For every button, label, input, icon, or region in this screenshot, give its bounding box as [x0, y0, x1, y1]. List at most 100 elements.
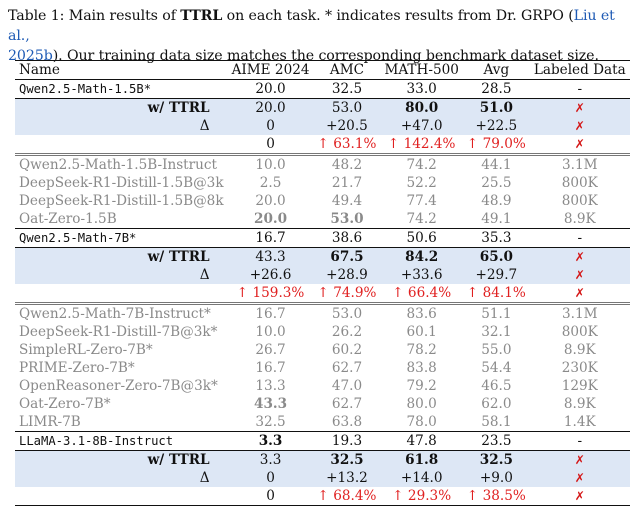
delta-label: Δ [15, 117, 228, 135]
amc-cell: 19.3 [313, 431, 381, 451]
math-cell: 79.2 [406, 378, 437, 394]
math-cell: 74.2 [380, 153, 463, 174]
avg-cell: 55.0 [481, 342, 512, 358]
aime-cell: +26.6 [227, 266, 314, 284]
math-cell: 60.1 [406, 324, 437, 340]
aime-cell: 10.0 [255, 324, 286, 340]
aime-cell: 43.3 [227, 247, 314, 266]
math-cell: ↑ 29.3% [380, 487, 463, 506]
math-cell: +14.0 [380, 469, 463, 487]
amc-cell: 26.2 [331, 324, 363, 340]
avg-cell: 51.1 [462, 302, 530, 323]
labeled-cell: 129K [561, 378, 598, 394]
avg-cell: 23.5 [462, 431, 530, 451]
caption-method: TTRL [180, 8, 223, 24]
table-row: LIMR-7B 32.5 63.8 78.0 58.1 1.4K [15, 413, 630, 432]
math-cell: 52.2 [406, 175, 437, 191]
model-name: PRIME-Zero-7B* [19, 360, 135, 376]
amc-cell: 62.7 [331, 360, 363, 376]
aime-cell: 20.0 [227, 79, 314, 99]
math-cell: 80.0 [406, 396, 437, 412]
table-row: Qwen2.5-Math-7B-Instruct* 16.7 53.0 83.6… [15, 302, 630, 323]
avg-cell: 65.0 [462, 247, 530, 266]
labeled-cell: 8.9K [563, 211, 596, 227]
cross-icon: ✗ [529, 450, 630, 469]
amc-cell: 53.0 [313, 98, 381, 117]
aime-cell: 0 [227, 117, 314, 135]
model-name: DeepSeek-R1-Distill-7B@3k* [19, 324, 218, 340]
math-cell: 80.0 [380, 98, 463, 117]
table-row-pct: ↑ 159.3% ↑ 74.9% ↑ 66.4% ↑ 84.1% ✗ [15, 284, 630, 304]
aime-cell: 0 [227, 487, 314, 506]
aime-cell: 16.7 [227, 302, 314, 323]
model-name: Qwen2.5-Math-1.5B* [15, 79, 228, 99]
delta-label: Δ [15, 469, 228, 487]
table-caption: Table 1: Main results of TTRL on each ta… [8, 6, 632, 66]
math-cell: 50.6 [380, 228, 463, 248]
delta-label: Δ [15, 266, 228, 284]
labeled-cell: 8.9K [563, 342, 596, 358]
amc-cell: 32.5 [313, 450, 381, 469]
avg-cell: 28.5 [462, 79, 530, 99]
math-cell: +33.6 [380, 266, 463, 284]
cross-icon: ✗ [529, 98, 630, 117]
cross-icon: ✗ [574, 286, 585, 300]
citation-link[interactable]: Liu et al., [8, 8, 615, 44]
avg-cell: +22.5 [462, 117, 530, 135]
avg-cell: +29.7 [462, 266, 530, 284]
math-cell: ↑ 66.4% [392, 285, 452, 301]
table-row: DeepSeek-R1-Distill-7B@3k* 10.0 26.2 60.… [15, 323, 630, 341]
aime-cell: 32.5 [255, 414, 286, 430]
aime-cell: 2.5 [259, 175, 282, 191]
caption-prefix: Table 1: Main results of [8, 8, 181, 24]
caption-middle: on each task. * indicates results from D… [222, 8, 574, 24]
amc-cell: 53.0 [330, 211, 364, 227]
model-name: Qwen2.5-Math-1.5B-Instruct [15, 153, 228, 174]
table-row-delta: Δ +26.6 +28.9 +33.6 +29.7 ✗ [15, 266, 630, 284]
model-name: DeepSeek-R1-Distill-1.5B@8k [19, 193, 224, 209]
amc-cell: 53.0 [313, 302, 381, 323]
cross-icon: ✗ [529, 117, 630, 135]
table-row-delta: Δ 0 +20.5 +47.0 +22.5 ✗ [15, 117, 630, 135]
avg-cell: 51.0 [462, 98, 530, 117]
model-name: SimpleRL-Zero-7B* [19, 342, 153, 358]
aime-cell: 0 [266, 136, 275, 152]
model-name: Oat-Zero-1.5B [19, 211, 117, 227]
math-cell: 84.2 [380, 247, 463, 266]
table-row: DeepSeek-R1-Distill-1.5B@8k 20.0 49.4 77… [15, 192, 630, 210]
cross-icon: ✗ [529, 487, 630, 506]
labeled-cell: 3.1M [529, 153, 630, 174]
amc-cell: 21.7 [331, 175, 363, 191]
math-cell: 47.8 [380, 431, 463, 451]
amc-cell: 62.7 [331, 396, 363, 412]
results-table: Name AIME 2024 AMC MATH-500 Avg Labeled … [15, 60, 630, 506]
cross-icon: ✗ [529, 247, 630, 266]
table-row: Qwen2.5-Math-7B* 16.7 38.6 50.6 35.3 - [15, 228, 630, 248]
math-cell: +47.0 [380, 117, 463, 135]
model-name: w/ TTRL [15, 450, 228, 469]
math-cell: 78.2 [406, 342, 437, 358]
col-header-aime: AIME 2024 [227, 60, 314, 80]
amc-cell: 32.5 [313, 79, 381, 99]
empty-cell [15, 487, 228, 506]
model-name: Qwen2.5-Math-7B* [15, 228, 228, 248]
labeled-cell: 3.1M [529, 302, 630, 323]
table-row: OpenReasoner-Zero-7B@3k* 13.3 47.0 79.2 … [15, 377, 630, 395]
table-row-pct: 0 ↑ 63.1% ↑ 142.4% ↑ 79.0% ✗ [15, 135, 630, 155]
math-cell: 61.8 [380, 450, 463, 469]
aime-cell: 20.0 [255, 193, 286, 209]
avg-cell: 44.1 [462, 153, 530, 174]
amc-cell: ↑ 63.1% [317, 136, 377, 152]
aime-cell: 20.0 [227, 98, 314, 117]
avg-cell: 46.5 [481, 378, 512, 394]
math-cell: ↑ 142.4% [387, 136, 456, 152]
math-cell: 78.0 [406, 414, 437, 430]
amc-cell: +13.2 [313, 469, 381, 487]
avg-cell: 49.1 [481, 211, 512, 227]
avg-cell: +9.0 [462, 469, 530, 487]
cross-icon: ✗ [529, 469, 630, 487]
avg-cell: ↑ 38.5% [462, 487, 530, 506]
model-name: LIMR-7B [19, 414, 81, 430]
labeled-cell: - [529, 79, 630, 99]
avg-cell: 54.4 [481, 360, 512, 376]
